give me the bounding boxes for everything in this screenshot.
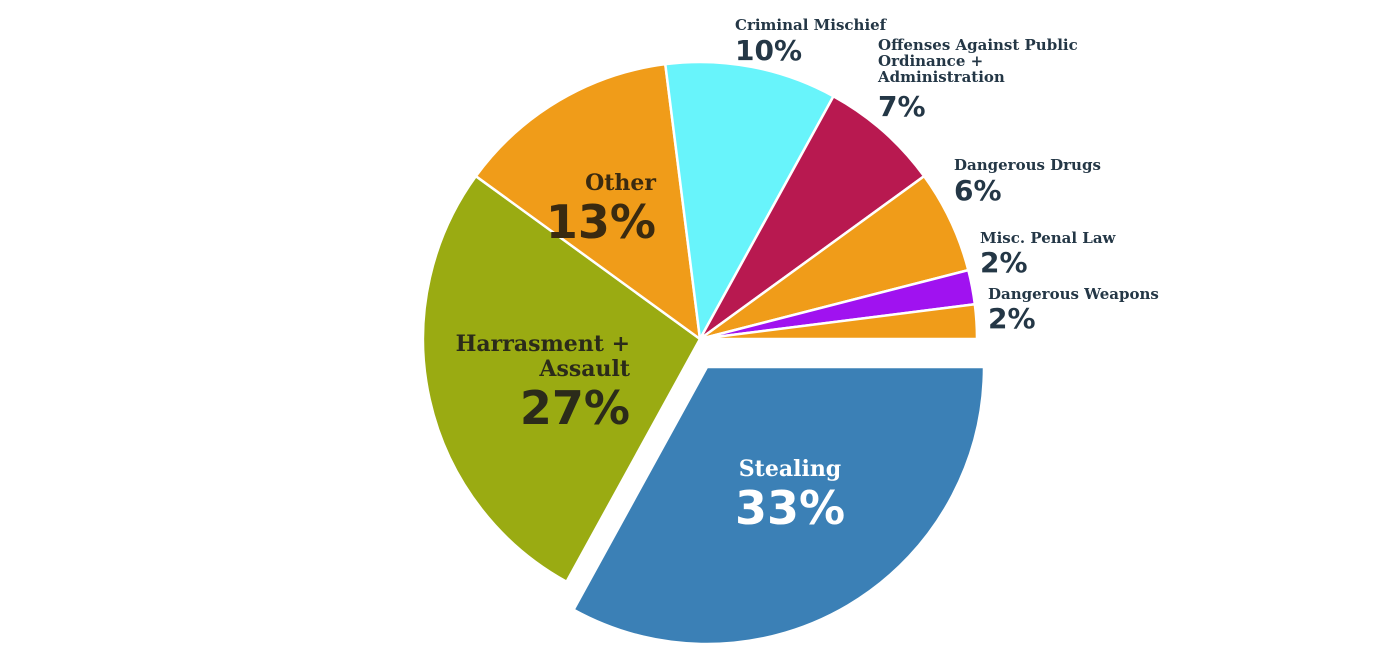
slice-label-name: Assault: [538, 356, 630, 382]
pie-slice-dangerous-weapons: [698, 303, 979, 341]
pie-slice-harrasment-assault: [421, 174, 702, 583]
slice-label-percent: 10%: [735, 34, 802, 67]
slice-label-name: Dangerous Drugs: [954, 156, 1101, 174]
slice-label-percent: 27%: [520, 381, 630, 435]
slice-label-name: Misc. Penal Law: [980, 229, 1117, 247]
slice-label-name: Administration: [877, 68, 1005, 86]
pie-slice-stealing: [572, 365, 986, 646]
slice-label-percent: 6%: [954, 174, 1002, 207]
pie-slice-criminal-mischief: [664, 60, 835, 341]
slice-label-name: Dangerous Weapons: [988, 285, 1159, 303]
pie-slice-other: [474, 62, 702, 341]
slice-label-name: Harrasment +: [456, 331, 630, 357]
slice-label-name: Offenses Against Public: [878, 36, 1078, 54]
slice-label-percent: 2%: [980, 246, 1028, 279]
slice-label-percent: 2%: [988, 302, 1036, 335]
pie-slice-offenses-against-public-ordinance-administration: [698, 95, 926, 341]
slice-label-name: Criminal Mischief: [735, 16, 888, 34]
slice-label-name: Other: [585, 170, 656, 196]
slices-layer: [421, 60, 986, 646]
slice-label-percent: 13%: [546, 195, 656, 249]
slice-label-percent: 7%: [878, 90, 926, 123]
slice-label-name: Ordinance +: [878, 52, 983, 70]
slice-label-name: Stealing: [739, 456, 841, 482]
slice-label-percent: 33%: [735, 481, 845, 535]
